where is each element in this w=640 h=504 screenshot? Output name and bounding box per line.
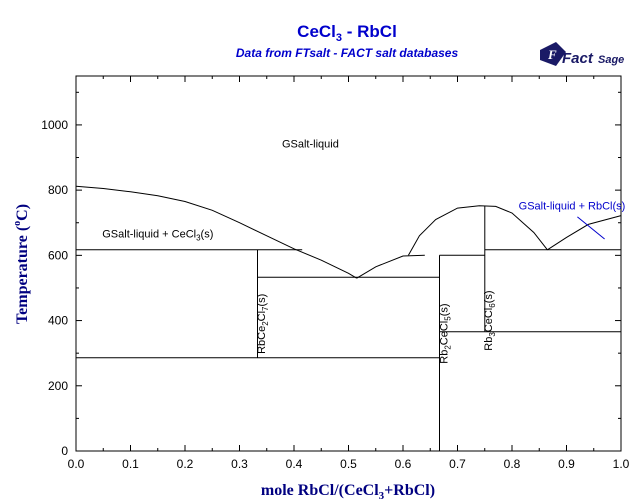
leader-line [577,216,605,240]
x-tick-label: 0.6 [395,457,412,471]
label-liquid-cecl3: GSalt-liquid + CeCl3(s) [102,228,213,242]
svg-text:Fact: Fact [562,50,594,67]
x-tick-label: 0.4 [286,457,303,471]
phase-boundary-1 [356,254,425,279]
y-axis-label: Temperature (oC) [12,204,31,324]
label-rb3cecl6: Rb3CeCl6(s) [483,290,497,350]
phase-boundary-0 [75,185,357,279]
svg-text:F: F [547,47,557,62]
x-tick-label: 0.1 [122,457,139,471]
plot-frame [75,75,622,452]
label-rbce2cl7: RbCe2Cl7(s) [256,294,270,354]
y-tick-label: 0 [61,444,68,458]
x-tick-label: 1.0 [613,457,630,471]
y-tick-label: 1000 [41,118,68,132]
axis-ticks [75,76,622,452]
label-rb2cecl5: Rb2CeCl5(s) [439,303,453,363]
x-tick-label: 0.0 [68,457,85,471]
phase-boundaries [75,185,622,451]
chart-subtitle: Data from FTsalt - FACT salt databases [236,46,459,60]
svg-text:Sage: Sage [598,54,624,66]
chart-title: CeCl3 - RbCl [297,22,397,44]
x-tick-label: 0.8 [504,457,521,471]
x-tick-label: 0.9 [558,457,575,471]
y-tick-label: 200 [48,379,68,393]
tick-labels: 0.0 0.1 0.2 0.3 0.4 0.5 0.6 0.7 0.8 0.9 1.0 0 200 400… [41,118,629,471]
x-axis-label: mole RbCl/(CeCl3+RbCl) [261,482,435,502]
x-tick-label: 0.3 [231,457,248,471]
label-liquid: GSalt-liquid [282,139,339,151]
y-tick-label: 400 [48,314,68,328]
phase-boundary-2 [407,205,548,256]
y-tick-label: 600 [48,248,68,262]
y-tick-label: 800 [48,183,68,197]
label-liquid-rbcl: GSalt-liquid + RbCl(s) [519,201,626,213]
x-tick-label: 0.5 [340,457,357,471]
phase-boundary-3 [547,215,622,251]
factsage-logo: F Fact Sage [540,42,624,67]
x-tick-label: 0.7 [449,457,466,471]
x-tick-label: 0.2 [177,457,194,471]
